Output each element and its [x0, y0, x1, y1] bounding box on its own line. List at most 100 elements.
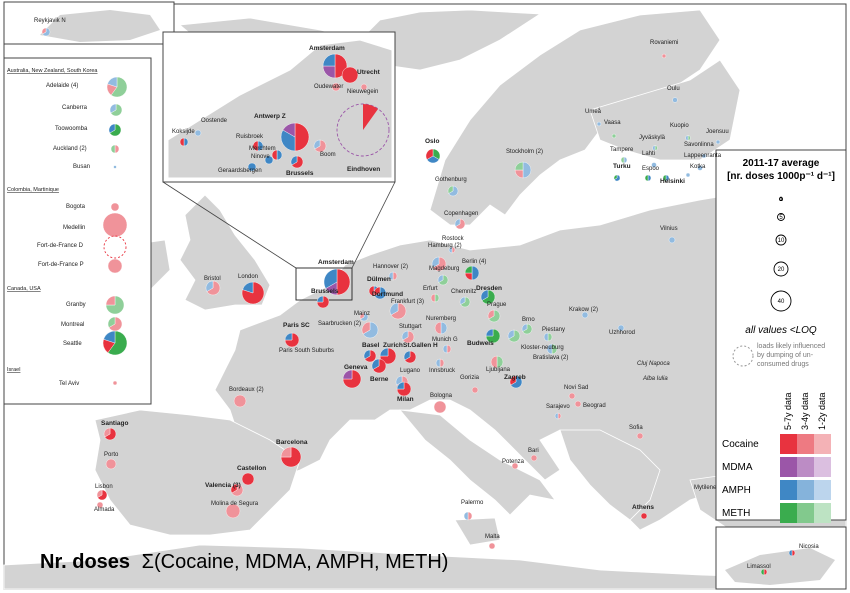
pie-frankfurt-3 — [389, 302, 407, 320]
legend-substance-name: Cocaine — [722, 439, 759, 450]
pie-slice-cocL — [471, 386, 479, 394]
pie-montreal — [107, 316, 123, 332]
pie-slice-amph — [371, 358, 380, 370]
pie-slice-methL — [522, 323, 533, 335]
pie-slice-cocL — [568, 392, 576, 400]
city-label-berne: Berne — [370, 376, 389, 383]
pie-fort-de-france-p — [107, 258, 123, 274]
pie-slice-coc — [373, 286, 381, 297]
pie-slice-methL — [687, 135, 691, 141]
pie-stockholm-2 — [514, 161, 532, 179]
legend-size-circle — [773, 261, 789, 277]
pie-slice-cocL — [661, 53, 667, 59]
legend-size-label: 1 — [779, 197, 783, 203]
city-label-chemnitz: Chemnitz — [451, 289, 476, 295]
pie-slice-amphL — [362, 321, 379, 339]
city-label-amsterdam: Amsterdam — [318, 259, 354, 266]
pie-sarajevo — [554, 412, 562, 420]
pie-slice-coc — [372, 358, 387, 374]
pie-slice-amphL — [672, 97, 678, 103]
city-label-lahti: Lahti — [642, 151, 655, 157]
city-label-helsinki: Helsinki — [660, 178, 685, 185]
pie-slice-meth — [109, 123, 122, 137]
pie-munich-g — [442, 344, 452, 354]
legend-color-swatch — [797, 480, 814, 500]
pie-uzhhorod — [617, 324, 625, 332]
city-label-fort-de-france-d: Fort-de-France D — [37, 243, 84, 249]
pie-saarbrucken-2 — [361, 321, 379, 339]
pie-bologna — [433, 400, 447, 414]
pie-slice-coc — [271, 149, 278, 161]
city-label-seattle: Seattle — [63, 341, 82, 347]
pie-slice-methL — [654, 145, 658, 151]
city-label-beograd: Beograd — [583, 403, 606, 409]
pie-slice-meth — [662, 174, 667, 182]
pie-london — [241, 281, 265, 305]
pie-slice-amph — [290, 155, 298, 166]
city-label-potenza: Potenza — [502, 459, 525, 465]
city-label-auckland-2: Auckland (2) — [53, 146, 87, 152]
pie-slice-amph — [108, 123, 116, 134]
pie-slice-amphL — [194, 129, 202, 137]
pie-chemnitz — [459, 296, 471, 308]
pie-slice-methL — [460, 296, 471, 308]
city-label-magdeburg: Magdeburg — [429, 266, 459, 272]
pie-slice-cocL — [233, 394, 247, 408]
pie-slice-cocL — [490, 355, 498, 369]
city-label-ume: Umeå — [585, 108, 602, 115]
pie-slice-meth — [613, 174, 618, 180]
legend-size-scale: 1 5 10 20 40 — [770, 197, 792, 312]
pie-slice-cocL — [530, 454, 538, 462]
pie-slice-amphL — [313, 139, 321, 150]
city-label-bristol: Bristol — [204, 276, 221, 282]
pie-palermo — [463, 511, 473, 521]
pie-slice-coc — [230, 483, 238, 494]
pie-slice-amph — [471, 265, 480, 281]
pie-slice-amphL — [617, 324, 625, 332]
city-label-limassol: Limassol — [747, 564, 771, 570]
pie-amsterdam — [323, 268, 351, 296]
pie-ninove — [264, 155, 274, 165]
city-label-saarbrucken-2: Saarbrucken (2) — [318, 321, 361, 327]
pie-berne — [371, 358, 387, 374]
legend-color-swatch — [780, 503, 797, 523]
pie-brussels — [316, 295, 330, 309]
city-label-vilnius: Vilnius — [660, 226, 678, 232]
pie-ruisbroek — [252, 140, 264, 152]
pie-geraardsbergen — [247, 162, 257, 172]
pie-budweis — [485, 328, 501, 344]
legend-dumping-line: loads likely influenced — [757, 343, 825, 350]
pie-paris-sc — [284, 332, 300, 348]
pie-slice-amphL — [651, 162, 657, 168]
pie-slice-amph — [396, 381, 405, 390]
city-label-ninove: Ninove — [251, 154, 270, 160]
pie-slice-amphL — [109, 103, 117, 114]
pie-barcelona — [280, 446, 302, 468]
pie-slice-coc — [104, 427, 117, 441]
pie-slice-amph — [403, 350, 411, 361]
city-label-zurich: Zurich — [383, 342, 403, 349]
pie-berlin-4 — [464, 265, 480, 281]
city-label-dresden: Dresden — [476, 285, 502, 292]
city-label-stockholm-2: Stockholm (2) — [506, 149, 543, 155]
pie-slice-cocL — [574, 400, 582, 408]
pie-slice-meth — [760, 568, 765, 576]
pie-valencia-3 — [230, 483, 244, 497]
city-label-london: London — [238, 274, 258, 280]
pie-slice-cocL — [225, 503, 241, 519]
pie-almada — [96, 501, 104, 509]
pie-zagreb — [509, 375, 523, 389]
city-label-koksijde: Koksijde — [172, 129, 195, 135]
pie-adelaide-4 — [106, 76, 128, 98]
legend-title: 2011-17 average — [743, 158, 820, 169]
pie-slice-coc — [291, 155, 304, 169]
city-label-reykjavik-n: Reykjavik N — [34, 18, 66, 24]
pie-bristol — [205, 280, 221, 296]
city-label-prague: Prague — [487, 302, 507, 308]
pie-stuttgart — [401, 330, 415, 344]
left-panel-heading: Israel — [7, 367, 20, 373]
pie-slice-cocL — [360, 83, 368, 91]
pie-slice-amph — [257, 140, 264, 152]
pie-joensuu — [715, 139, 721, 145]
pie-slice-methL — [620, 156, 625, 164]
